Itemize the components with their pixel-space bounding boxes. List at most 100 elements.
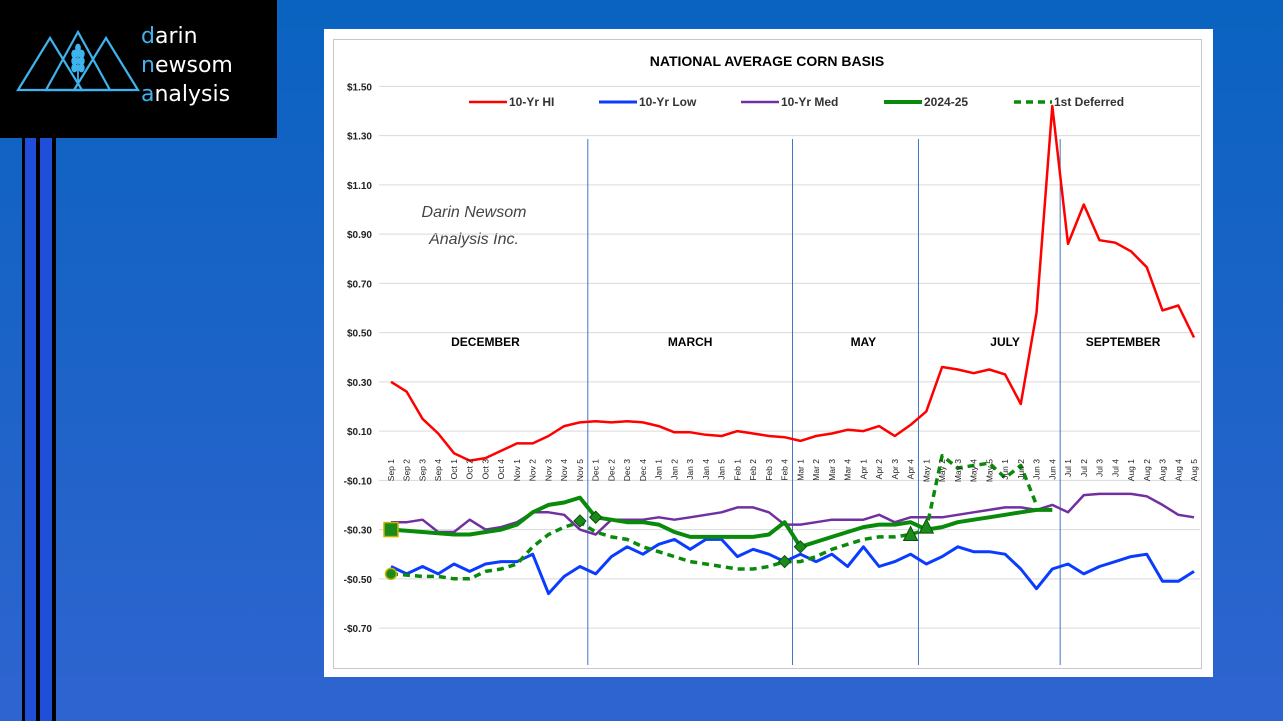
x-tick-label: Nov 5 (575, 459, 585, 481)
x-tick-label: Jan 5 (717, 459, 727, 480)
x-tick-label: Feb 2 (748, 459, 758, 481)
legend-label: 10-Yr Low (639, 95, 697, 109)
period-label: JULY (990, 335, 1020, 349)
chart-card: NATIONAL AVERAGE CORN BASIS Darin Newsom… (324, 29, 1213, 677)
brand-logo: darin newsom analysis (0, 0, 277, 138)
x-tick-label: Nov 2 (528, 459, 538, 481)
x-tick-label: Aug 4 (1173, 459, 1183, 481)
decor-bar-4 (40, 138, 52, 721)
y-tick-label: $1.10 (347, 181, 372, 192)
brand-wordmark: darin newsom analysis (141, 22, 233, 109)
x-tick-label: Jun 3 (1032, 459, 1042, 480)
period-label: DECEMBER (451, 335, 520, 349)
y-tick-label: -$0.30 (344, 526, 373, 537)
chart-frame (333, 39, 1202, 669)
x-tick-label: Jun 2 (1016, 459, 1026, 480)
brand-line-2: newsom (141, 53, 233, 78)
x-tick-label: Jan 1 (654, 459, 664, 480)
x-tick-label: Dec 4 (638, 459, 648, 481)
y-tick-label: -$0.70 (344, 624, 373, 635)
x-tick-label: Mar 2 (811, 459, 821, 481)
chart-title: NATIONAL AVERAGE CORN BASIS (650, 53, 884, 69)
series-line (390, 104, 1196, 462)
series-marker (777, 554, 792, 569)
x-tick-label: Jan 4 (701, 459, 711, 480)
x-tick-label: Mar 1 (795, 459, 805, 481)
x-tick-label: Jul 1 (1063, 459, 1073, 477)
x-tick-label: Nov 4 (559, 459, 569, 481)
x-tick-label: Aug 2 (1142, 459, 1152, 481)
series-line (390, 453, 1039, 581)
watermark-line-2: Analysis Inc. (428, 231, 519, 248)
series-marker (384, 567, 398, 581)
legend-label: 2024-25 (924, 95, 968, 109)
y-tick-label: $1.30 (347, 132, 372, 143)
x-tick-label: Nov 1 (512, 459, 522, 481)
x-tick-label: Apr 3 (890, 459, 900, 480)
x-tick-label: Mar 4 (843, 459, 853, 481)
decor-bar-5 (52, 138, 56, 721)
x-tick-label: Jun 4 (1047, 459, 1057, 480)
corn-basis-chart: NATIONAL AVERAGE CORN BASIS Darin Newsom… (344, 53, 1200, 665)
legend-label: 10-Yr Med (781, 95, 838, 109)
watermark-line-1: Darin Newsom (422, 204, 527, 221)
x-tick-label: Jul 3 (1095, 459, 1105, 477)
x-tick-label: Jun 1 (1000, 459, 1010, 480)
y-tick-label: $0.10 (347, 427, 372, 438)
x-tick-label: Oct 4 (496, 459, 506, 480)
y-tick-label: -$0.10 (344, 476, 373, 487)
x-tick-label: Feb 3 (764, 459, 774, 481)
x-tick-label: Sep 2 (402, 459, 412, 481)
x-tick-label: May 2 (937, 459, 947, 482)
series-marker (902, 525, 919, 541)
x-tick-label: Aug 3 (1158, 459, 1168, 481)
x-tick-label: Apr 2 (874, 459, 884, 480)
decor-bar-3 (36, 138, 40, 721)
brand-line-1: darin (141, 24, 198, 49)
x-tick-label: May 1 (921, 459, 931, 482)
y-tick-label: $0.30 (347, 378, 372, 389)
x-tick-label: Sep 1 (386, 459, 396, 481)
x-tick-label: May 3 (953, 459, 963, 482)
series-marker (588, 510, 603, 524)
x-tick-label: Dec 2 (606, 459, 616, 481)
x-tick-label: Mar 3 (827, 459, 837, 481)
x-tick-label: Apr 4 (906, 459, 916, 480)
y-tick-label: -$0.50 (344, 575, 373, 586)
x-tick-label: Jan 2 (669, 459, 679, 480)
period-label: MARCH (668, 335, 713, 349)
mountain-wheat-icon (16, 30, 140, 92)
x-tick-label: Oct 1 (449, 459, 459, 480)
x-tick-label: Sep 4 (433, 459, 443, 481)
y-tick-label: $0.50 (347, 329, 372, 340)
x-tick-label: Jul 4 (1110, 459, 1120, 477)
x-tick-label: Aug 1 (1126, 459, 1136, 481)
x-tick-label: Nov 3 (543, 459, 553, 481)
series-marker (573, 514, 587, 528)
x-tick-label: Feb 1 (732, 459, 742, 481)
period-label: SEPTEMBER (1086, 335, 1161, 349)
series-marker (918, 517, 935, 534)
series-line (390, 495, 1053, 549)
x-tick-label: Sep 3 (417, 459, 427, 481)
series-marker (383, 521, 399, 538)
y-tick-label: $0.90 (347, 230, 372, 241)
decor-bar-2 (25, 138, 36, 721)
decor-bar-1 (22, 138, 25, 721)
x-tick-label: May 4 (969, 459, 979, 482)
x-tick-label: Jul 2 (1079, 459, 1089, 477)
x-tick-label: Oct 2 (465, 459, 475, 480)
x-tick-label: Dec 1 (591, 459, 601, 481)
x-tick-label: Aug 5 (1189, 459, 1199, 481)
x-tick-label: Feb 4 (780, 459, 790, 481)
x-tick-label: Apr 1 (858, 459, 868, 480)
x-tick-label: Jan 3 (685, 459, 695, 480)
x-tick-label: Dec 3 (622, 459, 632, 481)
period-label: MAY (851, 335, 877, 349)
series-marker (793, 540, 808, 554)
y-tick-label: $0.70 (347, 279, 372, 290)
legend-label: 1st Deferred (1054, 95, 1124, 109)
brand-line-3: analysis (141, 82, 231, 107)
x-tick-label: Oct 3 (480, 459, 490, 480)
x-tick-label: May 5 (984, 459, 994, 482)
